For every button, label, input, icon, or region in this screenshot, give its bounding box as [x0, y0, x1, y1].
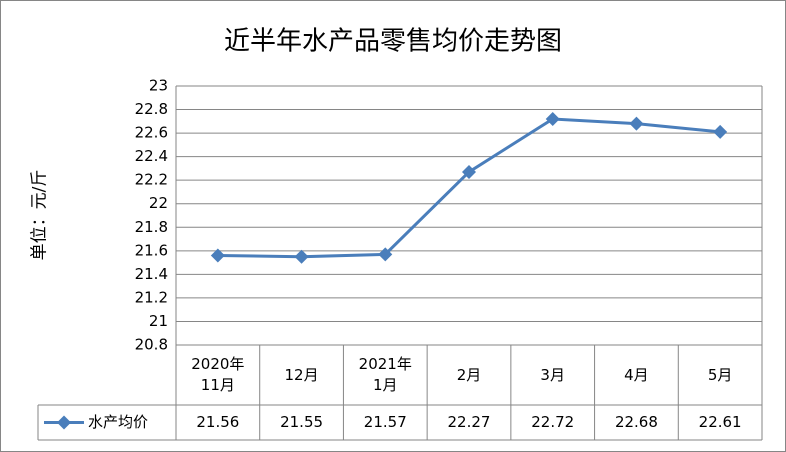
data-point — [713, 124, 728, 139]
y-axis-title: 单位：元/斤 — [30, 170, 50, 261]
y-tick-label: 21.2 — [135, 288, 168, 306]
data-point — [545, 111, 560, 126]
legend-label: 水产均价 — [88, 413, 148, 431]
y-tick-label: 21 — [149, 312, 168, 330]
y-tick-label: 21.4 — [135, 265, 168, 283]
x-tick-label: 3月 — [540, 365, 565, 384]
table-value: 21.55 — [280, 413, 323, 431]
chart-title: 近半年水产品零售均价走势图 — [224, 27, 562, 57]
data-point — [294, 249, 309, 264]
table-value: 21.57 — [364, 413, 407, 431]
y-tick-label: 22 — [149, 194, 168, 212]
y-tick-label: 20.8 — [135, 336, 168, 354]
y-tick-label: 22.4 — [135, 147, 168, 165]
legend-marker — [57, 415, 71, 430]
table-value: 22.61 — [699, 413, 742, 431]
y-tick-label: 22.8 — [135, 100, 168, 118]
x-tick-label: 2月 — [456, 365, 482, 384]
x-tick-label: 2020年 11月 — [191, 355, 245, 394]
y-tick-label: 21.8 — [135, 218, 168, 236]
data-point — [210, 248, 225, 263]
y-tick-label: 21.6 — [135, 241, 168, 259]
x-tick-label: 5月 — [707, 365, 733, 384]
table-value: 22.27 — [448, 413, 491, 431]
data-point — [462, 164, 476, 179]
table-value: 22.68 — [615, 413, 658, 431]
table-value: 22.72 — [531, 413, 574, 431]
x-tick-label: 2021年 1月 — [358, 355, 412, 394]
y-tick-label: 23 — [149, 77, 168, 95]
data-point — [629, 116, 644, 131]
y-tick-label: 22.2 — [135, 171, 168, 189]
data-point — [378, 247, 393, 262]
x-tick-label: 12月 — [284, 365, 319, 384]
table-value: 21.56 — [196, 413, 239, 431]
y-tick-label: 22.6 — [135, 124, 168, 142]
x-tick-label: 4月 — [624, 365, 649, 384]
